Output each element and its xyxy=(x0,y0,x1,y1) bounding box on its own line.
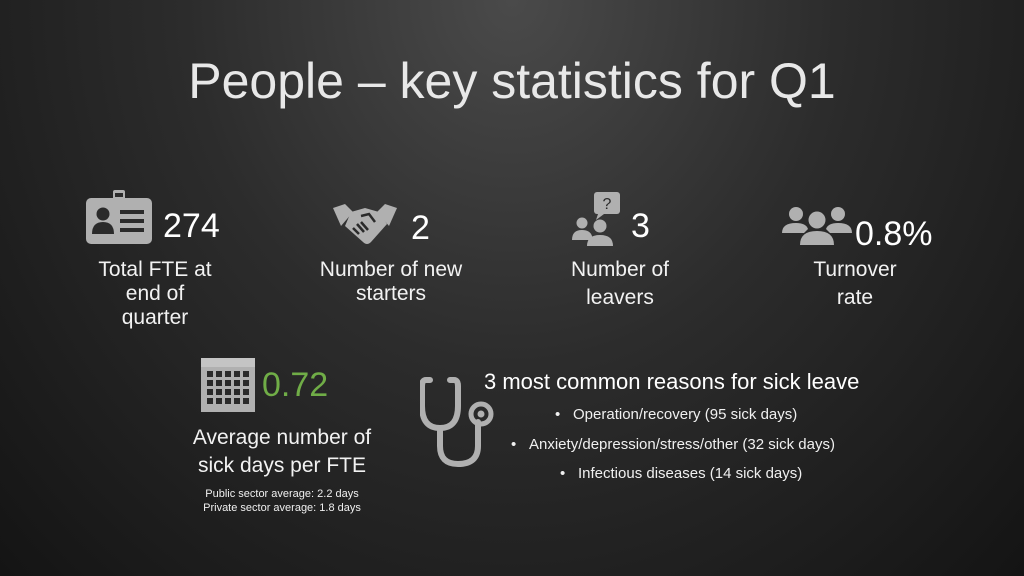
sick-days-label-line: Average number of xyxy=(192,426,372,449)
sick-reason-text: Infectious diseases (14 sick days) xyxy=(578,465,803,482)
leavers-value: 3 xyxy=(631,207,650,245)
sick-reasons-title: 3 most common reasons for sick leave xyxy=(484,369,860,394)
sector-averages: Public sector average: 2.2 days Private … xyxy=(160,487,404,515)
people-question-icon: ? xyxy=(572,190,624,248)
sick-days-label-line: sick days per FTE xyxy=(197,454,367,477)
turnover-value: 0.8% xyxy=(855,215,933,253)
leavers-label-line: Number of xyxy=(570,258,670,281)
sick-reason-item: • Anxiety/depression/stress/other (32 sic… xyxy=(511,436,835,453)
turnover-label-line: Turnover xyxy=(813,258,897,281)
fte-value: 274 xyxy=(163,207,220,245)
leavers-label: Number of leavers xyxy=(540,256,700,312)
fte-label: Total FTE at end of quarter xyxy=(70,258,240,330)
stethoscope-icon xyxy=(420,376,496,472)
sick-reason-item: • Operation/recovery (95 sick days) xyxy=(555,406,797,423)
calendar-icon xyxy=(201,358,255,412)
id-badge-icon xyxy=(86,190,154,246)
leavers-label-line: leavers xyxy=(586,286,654,309)
svg-text:?: ? xyxy=(603,196,612,213)
handshake-icon xyxy=(331,202,399,248)
bullet: • xyxy=(555,406,561,423)
fte-label-line: Total FTE at xyxy=(98,258,212,281)
fte-label-line: quarter xyxy=(121,306,189,329)
turnover-label: Turnover rate xyxy=(780,256,930,312)
starters-label-line: starters xyxy=(355,282,426,305)
sick-reason-text: Anxiety/depression/stress/other (32 sick… xyxy=(529,436,835,453)
private-sector-average: Private sector average: 1.8 days xyxy=(203,502,361,514)
sick-reason-text: Operation/recovery (95 sick days) xyxy=(573,406,798,423)
starters-label: Number of new starters xyxy=(296,258,486,306)
fte-label-line: end of xyxy=(125,282,185,305)
sick-days-value: 0.72 xyxy=(262,366,329,404)
sick-reason-item: • Infectious diseases (14 sick days) xyxy=(560,465,802,482)
starters-label-line: Number of new xyxy=(319,258,463,281)
public-sector-average: Public sector average: 2.2 days xyxy=(205,488,359,500)
turnover-label-line: rate xyxy=(836,286,874,309)
bullet: • xyxy=(560,465,566,482)
starters-value: 2 xyxy=(411,209,430,247)
bullet: • xyxy=(511,436,517,453)
group-icon xyxy=(782,205,852,247)
sick-days-label: Average number of sick days per FTE xyxy=(160,424,404,480)
page-title: People – key statistics for Q1 xyxy=(188,53,836,109)
